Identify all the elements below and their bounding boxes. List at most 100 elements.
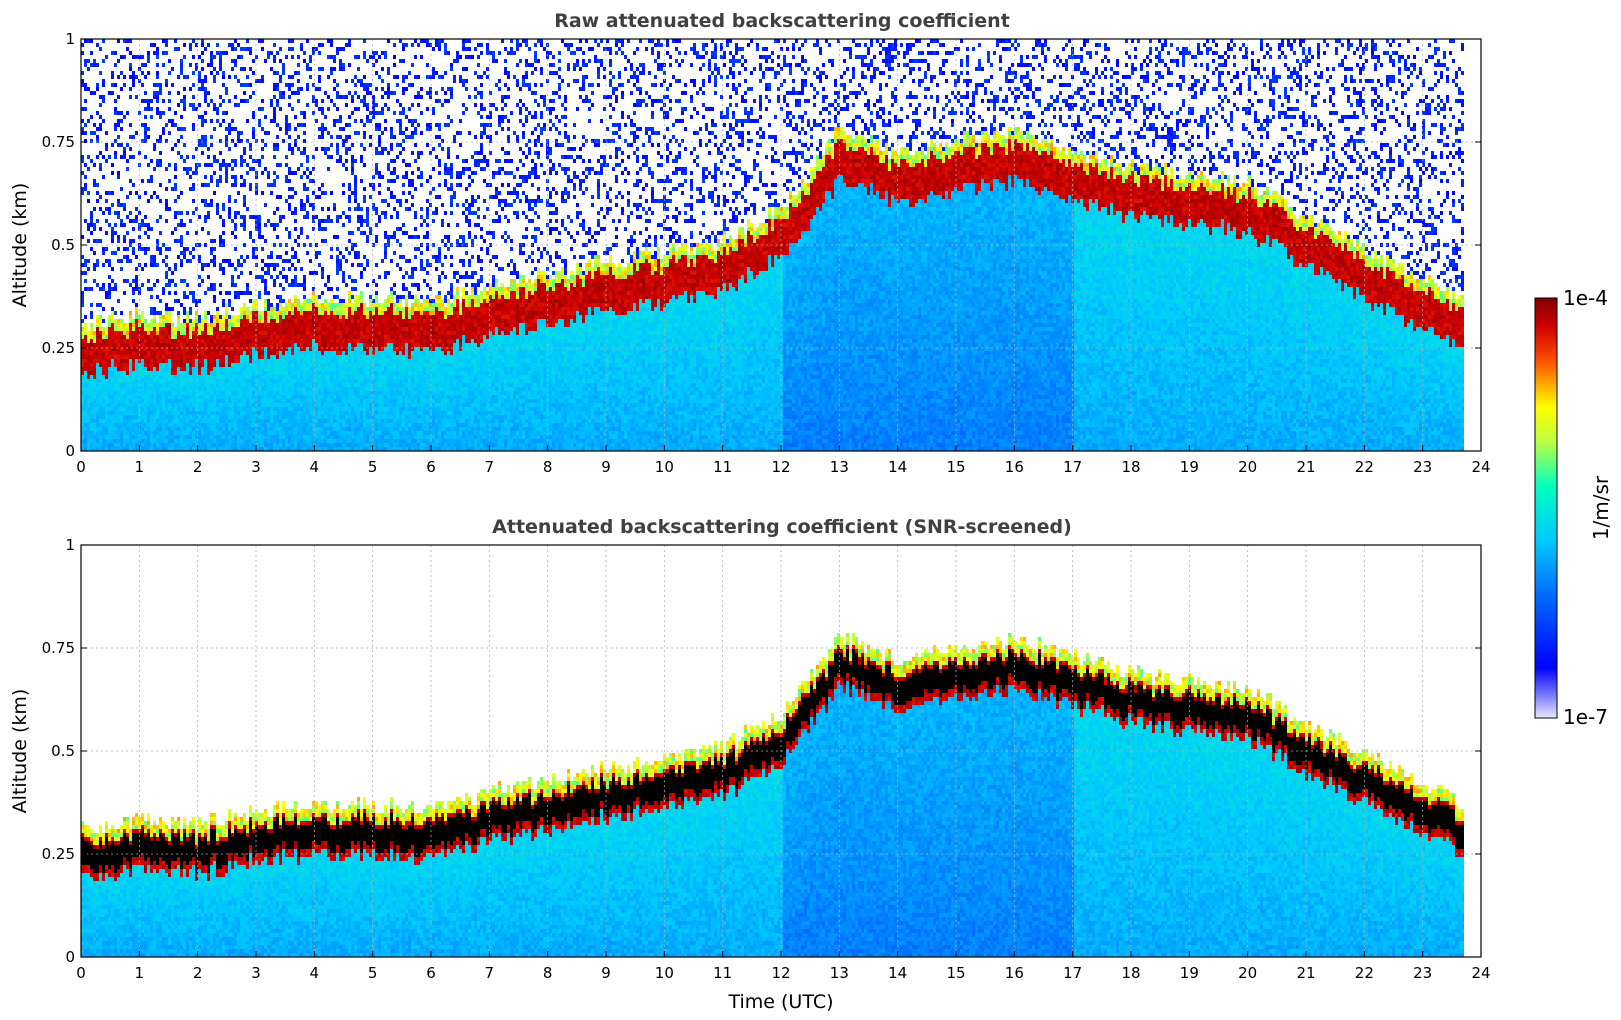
heatmap-cell <box>111 91 114 95</box>
heatmap-cell <box>96 127 99 131</box>
heatmap-cell <box>117 367 120 371</box>
heatmap-cell <box>84 163 87 167</box>
heatmap-cell <box>111 227 114 231</box>
heatmap-cell <box>117 411 120 415</box>
heatmap-cell <box>99 407 102 411</box>
heatmap-cell <box>99 331 102 335</box>
heatmap-cell <box>114 319 117 323</box>
heatmap-cell <box>114 123 117 127</box>
heatmap-cell <box>117 395 120 399</box>
heatmap-cell <box>111 327 114 331</box>
heatmap-cell <box>105 439 108 443</box>
heatmap-cell <box>114 439 117 443</box>
heatmap-cell <box>111 367 114 371</box>
heatmap-cell <box>90 115 93 119</box>
heatmap-cell <box>90 343 93 347</box>
heatmap-cell <box>114 335 117 339</box>
heatmap-cell <box>105 435 108 439</box>
heatmap-cell <box>108 295 111 299</box>
heatmap-cell <box>93 183 96 187</box>
heatmap-cell <box>99 415 102 419</box>
heatmap-cell <box>93 63 96 67</box>
heatmap-cell <box>108 387 111 391</box>
heatmap-cell <box>111 355 114 359</box>
heatmap-cell <box>102 351 105 355</box>
heatmap-cell <box>111 383 114 387</box>
heatmap-cell <box>108 291 111 295</box>
heatmap-cell <box>102 399 105 403</box>
heatmap-cell <box>102 99 105 103</box>
heatmap-cell <box>108 367 111 371</box>
heatmap-cell <box>96 155 99 159</box>
heatmap-cell <box>96 359 99 363</box>
heatmap-cell <box>96 191 99 195</box>
heatmap-cell <box>99 423 102 427</box>
heatmap-cell <box>111 379 114 383</box>
heatmap-cell <box>114 359 117 363</box>
heatmap-cell <box>108 355 111 359</box>
heatmap-cell <box>93 207 96 211</box>
heatmap-cell <box>111 239 114 243</box>
heatmap-cell <box>90 315 93 319</box>
heatmap-cell <box>114 443 117 447</box>
heatmap-cell <box>90 387 93 391</box>
heatmap-cell <box>111 343 114 347</box>
heatmap-cell <box>90 231 93 235</box>
heatmap-cell <box>114 431 117 435</box>
heatmap-cell <box>105 327 108 331</box>
heatmap-cell <box>96 403 99 407</box>
heatmap-cell <box>111 51 114 55</box>
heatmap-cell <box>105 131 108 135</box>
heatmap-cell <box>114 323 117 327</box>
heatmap-cell <box>114 283 117 287</box>
heatmap-cell <box>99 375 102 379</box>
heatmap-cell <box>111 411 114 415</box>
heatmap-cell <box>99 387 102 391</box>
heatmap-cell <box>111 319 114 323</box>
heatmap-cell <box>99 71 102 75</box>
heatmap-cell <box>87 239 90 243</box>
heatmap-cell <box>96 367 99 371</box>
heatmap-cell <box>96 363 99 367</box>
heatmap-cell <box>84 359 87 363</box>
heatmap-cell <box>84 287 87 291</box>
heatmap-cell <box>84 395 87 399</box>
heatmap-cell <box>105 143 108 147</box>
heatmap-cell <box>114 223 117 227</box>
heatmap-cell <box>111 323 114 327</box>
heatmap-cell <box>105 343 108 347</box>
heatmap-cell <box>84 403 87 407</box>
heatmap-cell <box>117 391 120 395</box>
heatmap-cell <box>114 211 117 215</box>
heatmap-cell <box>87 411 90 415</box>
heatmap-cell <box>105 147 108 151</box>
heatmap-cell <box>93 59 96 63</box>
heatmap-cell <box>108 439 111 443</box>
heatmap-cell <box>102 79 105 83</box>
heatmap-cell <box>105 387 108 391</box>
heatmap-cell <box>87 427 90 431</box>
heatmap-cell <box>105 359 108 363</box>
heatmap-cell <box>96 435 99 439</box>
heatmap-cell <box>84 219 87 223</box>
heatmap-cell <box>84 431 87 435</box>
heatmap-cell <box>108 419 111 423</box>
heatmap-cell <box>99 343 102 347</box>
heatmap-cell <box>102 339 105 343</box>
heatmap-cell <box>96 111 99 115</box>
heatmap-cell <box>111 163 114 167</box>
heatmap-cell <box>84 123 87 127</box>
heatmap-cell <box>90 439 93 443</box>
heatmap-cell <box>84 371 87 375</box>
heatmap-cell <box>102 211 105 215</box>
heatmap-cell <box>105 391 108 395</box>
heatmap-cell <box>93 411 96 415</box>
heatmap-cell <box>96 331 99 335</box>
heatmap-cell <box>114 351 117 355</box>
heatmap-cell <box>96 135 99 139</box>
heatmap-cell <box>114 287 117 291</box>
heatmap-cell <box>90 247 93 251</box>
heatmap-cell <box>108 283 111 287</box>
heatmap-cell <box>90 327 93 331</box>
heatmap-cell <box>93 355 96 359</box>
